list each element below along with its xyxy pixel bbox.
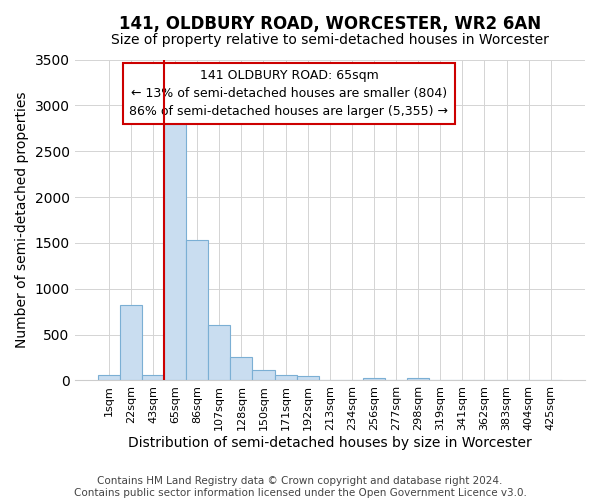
Text: 141 OLDBURY ROAD: 65sqm
← 13% of semi-detached houses are smaller (804)
86% of s: 141 OLDBURY ROAD: 65sqm ← 13% of semi-de… bbox=[130, 69, 448, 118]
Bar bbox=[230, 356, 253, 380]
Bar bbox=[98, 375, 120, 380]
Title: 141, OLDBURY ROAD, WORCESTER, WR2 6AN: 141, OLDBURY ROAD, WORCESTER, WR2 6AN bbox=[119, 15, 541, 33]
Bar bbox=[275, 376, 296, 380]
X-axis label: Distribution of semi-detached houses by size in Worcester: Distribution of semi-detached houses by … bbox=[128, 436, 532, 450]
Text: Size of property relative to semi-detached houses in Worcester: Size of property relative to semi-detach… bbox=[111, 32, 549, 46]
Bar bbox=[208, 326, 230, 380]
Bar bbox=[186, 240, 208, 380]
Bar bbox=[164, 124, 186, 380]
Bar bbox=[120, 306, 142, 380]
Bar bbox=[407, 378, 429, 380]
Bar bbox=[296, 376, 319, 380]
Bar bbox=[142, 375, 164, 380]
Text: Contains HM Land Registry data © Crown copyright and database right 2024.
Contai: Contains HM Land Registry data © Crown c… bbox=[74, 476, 526, 498]
Bar bbox=[253, 370, 275, 380]
Y-axis label: Number of semi-detached properties: Number of semi-detached properties bbox=[15, 92, 29, 348]
Bar bbox=[363, 378, 385, 380]
